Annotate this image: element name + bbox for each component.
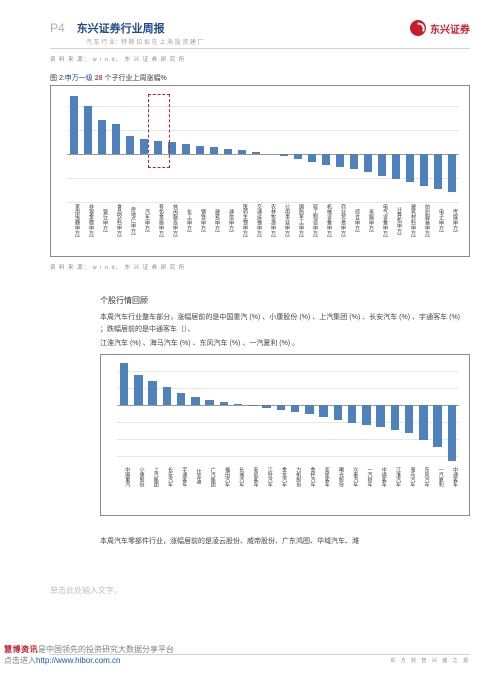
report-page: P4 东兴证券行业周报 汽 车 行 业：特 斯 拉 拟 在 上 海 投 资 建 … <box>0 0 500 678</box>
chart1-bars-positive <box>67 96 459 154</box>
chart1-box: 家用电器(申万)非银金融(申万)银行(申万)食品饮料(申万)房地产(申万)汽车(… <box>50 85 470 257</box>
category-label: 一汽轿车 <box>359 467 373 487</box>
page-number: P4 <box>50 21 65 35</box>
category-label: 采掘(申万) <box>361 204 375 237</box>
logo-icon <box>410 20 426 36</box>
category-label: 众泰汽车 <box>345 467 359 487</box>
section-para2: 江淮汽车 (%) 、海马汽车 (%) 、东风汽车 (%) 、一汽夏利 (%) 。 <box>100 338 460 350</box>
logo-text: 东兴证券 <box>430 21 470 36</box>
report-title: 东兴证券行业周报 <box>77 20 165 36</box>
page-header: P4 东兴证券行业周报 汽 车 行 业：特 斯 拉 拟 在 上 海 投 资 建 … <box>50 20 470 49</box>
category-label: 食品饮料(申万) <box>109 204 123 237</box>
section-para1: 本周汽车行业整车部分，涨幅居前的是中国重汽 (%) 、小康股份 (%) 、上汽集… <box>100 312 460 336</box>
category-label: 传媒(申万) <box>445 204 459 237</box>
category-label: 房地产(申万) <box>123 204 137 237</box>
category-label: 国防军工(申万) <box>291 204 305 237</box>
category-label: 金杯汽车 <box>302 467 316 487</box>
category-label: 中通客车 <box>374 467 388 487</box>
category-label: 小康股份 <box>131 467 145 487</box>
category-label: 家用电器(申万) <box>67 204 81 237</box>
category-label: 化工(申万) <box>179 204 193 237</box>
category-label: 电气设备(申万) <box>375 204 389 237</box>
category-label: 农林牧渔(申万) <box>263 204 277 237</box>
category-label: 有色金属(申万) <box>151 204 165 237</box>
category-label: 宇通客车 <box>174 467 188 487</box>
category-label: 广汽集团 <box>203 467 217 487</box>
chart2-bars-negative <box>117 405 459 461</box>
category-label: 江铃汽车 <box>260 467 274 487</box>
watermark-brand: 慧博资讯 <box>4 645 38 654</box>
category-label: 钢铁(申万) <box>193 204 207 237</box>
category-label: 中通客车 <box>445 467 459 487</box>
category-label: 长城汽车 <box>231 467 245 487</box>
watermark: 慧博资讯是中国领先的投资研究大数据分享平台 点击进入http://www.hib… <box>4 644 174 666</box>
category-label: 江淮汽车 <box>388 467 402 487</box>
chart2-box: 中国重汽小康股份上汽集团长安汽车宇通客车比亚迪广汽集团福田汽车长城汽车安凯客车江… <box>100 354 470 516</box>
category-label: 福田汽车 <box>217 467 231 487</box>
category-label: 轻工制造(申万) <box>305 204 319 237</box>
category-label: 海马汽车 <box>402 467 416 487</box>
watermark-line1-rest: 是中国领先的投资研究大数据分享平台 <box>38 645 174 654</box>
category-label: 纺织服装(申万) <box>417 204 431 237</box>
placeholder-text: 单击此处输入文字。 <box>50 585 122 596</box>
category-label: 力帆股份 <box>288 467 302 487</box>
source-line-2: 资 料 来 源： w i n d， 东 兴 证 券 研 究 所 <box>50 263 470 271</box>
category-label: 电子(申万) <box>431 204 445 237</box>
chart1-title: 图 2:申万一级 28 个子行业上周涨幅% <box>50 73 470 83</box>
category-label: 安凯客车 <box>245 467 259 487</box>
category-label: 建筑材料(申万) <box>403 204 417 237</box>
category-label: 汽车(申万) <box>137 204 151 237</box>
category-label: 比亚迪 <box>188 467 202 487</box>
category-label: 曙光股份 <box>331 467 345 487</box>
chart1-title-prefix: 图 2: <box>50 75 65 82</box>
category-label: 计算机(申万) <box>389 204 403 237</box>
source-line-top: 资 料 来 源： w i n d， 东 兴 证 券 研 究 所 <box>50 55 470 63</box>
category-label: 亚星客车 <box>317 467 331 487</box>
category-label: 一汽夏利 <box>431 467 445 487</box>
chart2-bars-positive <box>117 363 459 405</box>
report-subtitle: 汽 车 行 业：特 斯 拉 拟 在 上 海 投 资 建 厂 <box>86 37 204 46</box>
category-label: 东风汽车 <box>416 467 430 487</box>
category-label: 中国重汽 <box>117 467 131 487</box>
chart1-title-accent: 申万一级 <box>65 75 93 82</box>
category-label: 医药生物(申万) <box>235 204 249 237</box>
category-label: 交通运输(申万) <box>249 204 263 237</box>
category-label: 建筑(申万) <box>207 204 221 237</box>
category-label: 公用事业(申万) <box>277 204 291 237</box>
category-label: 通信(申万) <box>221 204 235 237</box>
chart1-category-labels: 家用电器(申万)非银金融(申万)银行(申万)食品饮料(申万)房地产(申万)汽车(… <box>67 204 459 237</box>
category-label: 金龙汽车 <box>274 467 288 487</box>
trailing-para: 本周汽车零部件行业，涨幅居前的是凌云股份、威帝股份、广东鸿图、华域汽车、潍 <box>100 536 460 548</box>
chart1-title-red: 28 <box>93 75 105 82</box>
section-title: 个股行情回顾 <box>100 295 470 306</box>
category-label: 非银金融(申万) <box>81 204 95 237</box>
category-label: 综合(申万) <box>347 204 361 237</box>
category-label: 银行(申万) <box>95 204 109 237</box>
chart1-bars-negative <box>67 154 459 192</box>
category-label: 长安汽车 <box>160 467 174 487</box>
category-label: 上汽集团 <box>146 467 160 487</box>
category-label: 机械设备(申万) <box>319 204 333 237</box>
watermark-line2-prefix: 点击进入 <box>4 656 36 665</box>
chart2-category-labels: 中国重汽小康股份上汽集团长安汽车宇通客车比亚迪广汽集团福田汽车长城汽车安凯客车江… <box>117 467 459 487</box>
category-label: 休闲服务(申万) <box>165 204 179 237</box>
brand-logo: 东兴证券 <box>410 20 470 36</box>
category-label: 商业贸易(申万) <box>333 204 347 237</box>
watermark-link[interactable]: http://www.hibor.com.cn <box>36 656 120 665</box>
chart1-title-rest: 个子行业上周涨幅% <box>104 75 166 82</box>
